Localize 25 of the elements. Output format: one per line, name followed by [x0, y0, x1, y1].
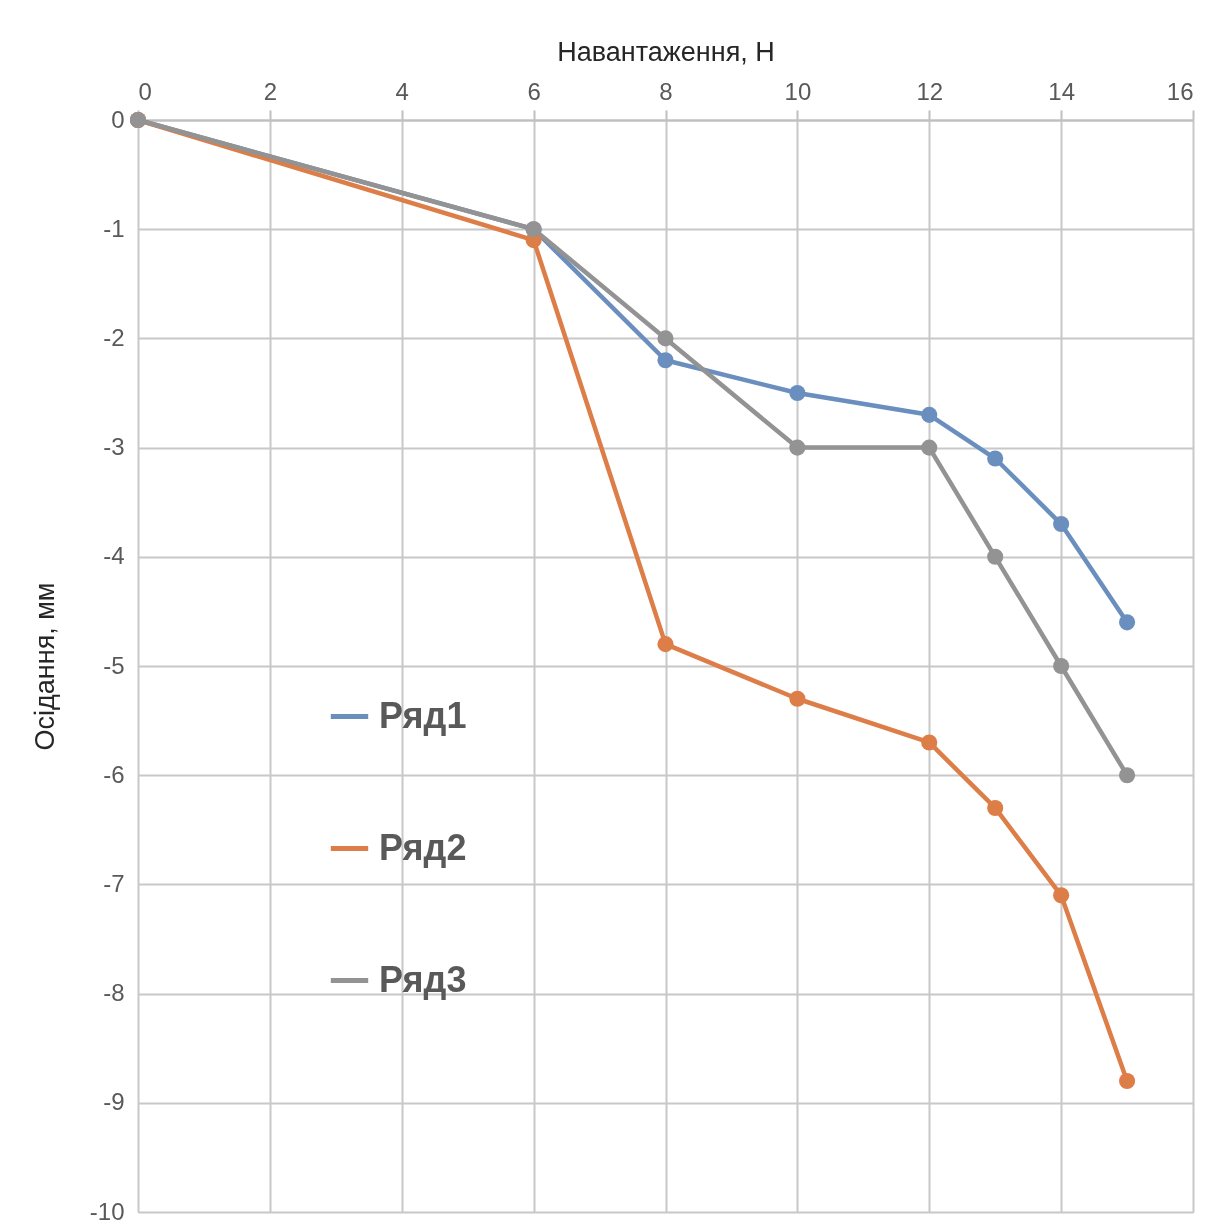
y-tick-label: -5	[103, 651, 125, 679]
x-tick-label: 4	[395, 77, 409, 105]
y-tick-label: -7	[103, 869, 125, 897]
legend-label: Ряд3	[379, 958, 467, 1000]
x-tick-label: 14	[1048, 77, 1075, 105]
x-tick-label: 12	[916, 77, 944, 105]
y-tick-label: -6	[103, 760, 125, 788]
y-tick-label: -3	[103, 433, 125, 461]
y-axis-title: Осідання, мм	[29, 582, 60, 751]
legend-label: Ряд1	[379, 694, 467, 736]
legend-label: Ряд2	[379, 826, 467, 868]
y-tick-label: -1	[103, 214, 125, 242]
x-tick-label: 16	[1166, 77, 1194, 105]
x-axis-title: Навантаження, Н	[557, 36, 775, 67]
y-tick-label: -8	[103, 979, 125, 1007]
y-tick-label: -4	[103, 542, 125, 570]
y-tick-label: -10	[89, 1197, 125, 1224]
x-tick-label: 10	[784, 77, 812, 105]
x-tick-label: 0	[138, 77, 152, 105]
x-tick-label: 6	[527, 77, 541, 105]
y-tick-label: 0	[111, 105, 125, 133]
y-tick-label: -2	[103, 323, 125, 351]
y-tick-label: -9	[103, 1088, 125, 1116]
x-tick-label: 2	[263, 77, 278, 105]
x-tick-label: 8	[659, 77, 673, 105]
